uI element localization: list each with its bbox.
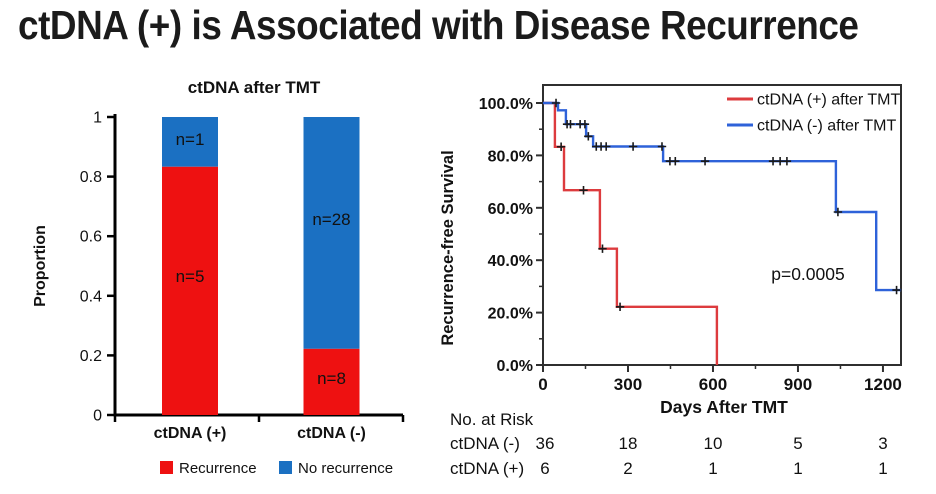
km-y-axis-label: Recurrence-free Survival (440, 150, 457, 345)
p-value-label: p=0.0005 (771, 264, 844, 284)
bar-legend-no-recurrence-label: No recurrence (298, 460, 393, 477)
risk-value: 5 (793, 434, 802, 453)
km-x-tick-label: 300 (614, 375, 642, 394)
km-plot-frame (542, 84, 902, 366)
bar-count-label: n=28 (312, 210, 350, 229)
bar-count-label: n=1 (176, 130, 205, 149)
risk-value: 2 (623, 459, 632, 478)
bar-legend-recurrence-swatch (160, 461, 173, 474)
risk-value: 10 (704, 434, 723, 453)
km-y-tick-label: 0.0% (497, 358, 533, 375)
risk-row-label: ctDNA (+) (450, 459, 524, 478)
km-y-tick-label: 40.0% (488, 253, 533, 270)
bar-count-label: n=5 (176, 267, 205, 286)
km-chart: 0.0% 20.0% 40.0% 60.0% 80.0% 100.0% 0 300 600 900… (439, 84, 902, 478)
risk-value: 1 (708, 459, 717, 478)
bar-count-label: n=8 (317, 369, 346, 388)
km-curve-ctdna-positive (543, 101, 719, 365)
km-x-tick-label: 900 (784, 375, 812, 394)
risk-row-label: ctDNA (-) (450, 434, 520, 453)
bar-category-label: ctDNA (+) (154, 425, 227, 442)
risk-value: 1 (793, 459, 802, 478)
bar-y-tick-label: 0.6 (80, 229, 102, 246)
page-title: ctDNA (+) is Associated with Disease Rec… (18, 2, 859, 48)
km-y-tick-label: 100.0% (479, 96, 533, 113)
km-x-axis-label: Days After TMT (660, 397, 788, 417)
bar-y-tick-label: 1 (93, 110, 102, 127)
risk-value: 6 (540, 459, 549, 478)
risk-value: 3 (878, 434, 887, 453)
bar-segment-recurrence (303, 348, 360, 415)
km-x-tick-label: 600 (699, 375, 727, 394)
km-censor-marks (551, 98, 901, 295)
km-chart-panel: 0.0% 20.0% 40.0% 60.0% 80.0% 100.0% 0 300 600 900… (439, 73, 936, 494)
km-censor-marks (556, 142, 625, 312)
km-y-tick-label: 80.0% (488, 148, 533, 165)
bar-category-label: ctDNA (-) (297, 425, 366, 442)
km-curve-ctdna-negative (543, 101, 902, 292)
km-legend-label: ctDNA (+) after TMT (757, 92, 901, 109)
km-x-tick-label: 1200 (864, 375, 902, 394)
risk-value: 1 (878, 459, 887, 478)
km-y-tick-label: 20.0% (488, 306, 533, 323)
bar-axes (113, 114, 403, 417)
risk-value: 36 (536, 434, 555, 453)
bar-y-tick-label: 0.8 (80, 169, 102, 186)
bar-segment-recurrence (162, 166, 218, 415)
bar-legend-no-recurrence-swatch (279, 461, 292, 474)
bar-y-tick-label: 0.2 (80, 348, 102, 365)
km-x-tick-label: 0 (538, 375, 547, 394)
bar-y-axis-label: Proportion (32, 225, 49, 307)
bar-segment-no-recurrence (303, 117, 360, 349)
bar-y-tick-label: 0.4 (80, 288, 102, 305)
km-legend-label: ctDNA (-) after TMT (757, 118, 896, 135)
bar-segment-no-recurrence (162, 117, 218, 167)
bar-chart-title: ctDNA after TMT (188, 78, 321, 97)
bar-chart-panel: ctDNA after TMT Proportion 0 0.2 0.4 0.6 0.8 1 n… (28, 70, 430, 492)
bar-legend-recurrence-label: Recurrence (179, 460, 257, 477)
risk-table-title: No. at Risk (450, 410, 534, 429)
bar-chart: ctDNA after TMT Proportion 0 0.2 0.4 0.6 0.8 1 n… (32, 78, 405, 477)
bar-y-tick-label: 0 (93, 408, 102, 425)
risk-value: 18 (619, 434, 638, 453)
km-y-tick-label: 60.0% (488, 201, 533, 218)
